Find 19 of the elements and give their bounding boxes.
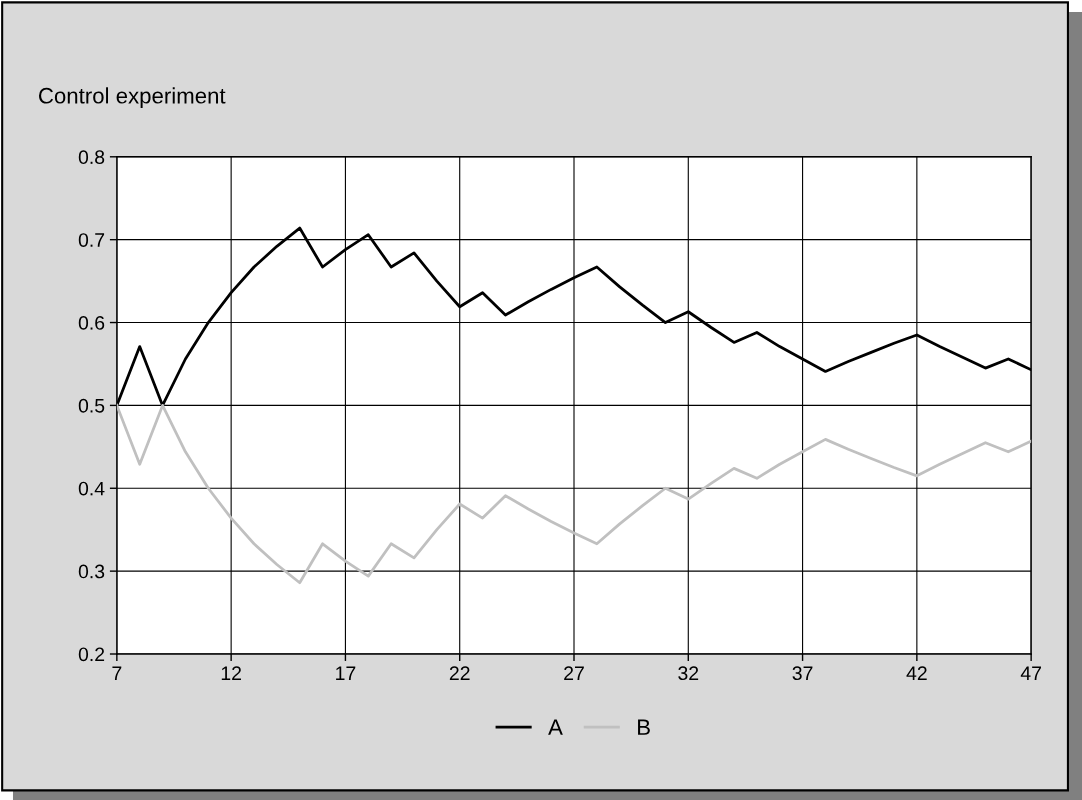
x-tick-label: 42: [906, 666, 927, 680]
x-tick-label: 22: [449, 666, 470, 680]
x-tick-label: 12: [221, 666, 241, 680]
legend-label: A: [548, 719, 563, 735]
y-tick-label: 0.4: [78, 481, 105, 496]
x-tick-label: 37: [792, 666, 813, 681]
y-tick-label: 0.3: [78, 564, 105, 579]
y-tick-label: 0.2: [78, 647, 105, 662]
legend-label: B: [638, 719, 650, 735]
y-tick-label: 0.7: [78, 233, 105, 247]
x-tick-label: 47: [1020, 666, 1041, 680]
x-tick-label: 27: [564, 666, 584, 680]
chart-title: Control experiment: [39, 87, 226, 108]
x-tick-label: 7: [112, 666, 122, 680]
y-tick-label: 0.5: [78, 398, 105, 413]
x-tick-label: 32: [678, 666, 699, 681]
x-tick-label: 17: [336, 666, 356, 680]
y-tick-label: 0.6: [78, 316, 105, 330]
y-tick-label: 0.8: [78, 150, 105, 165]
